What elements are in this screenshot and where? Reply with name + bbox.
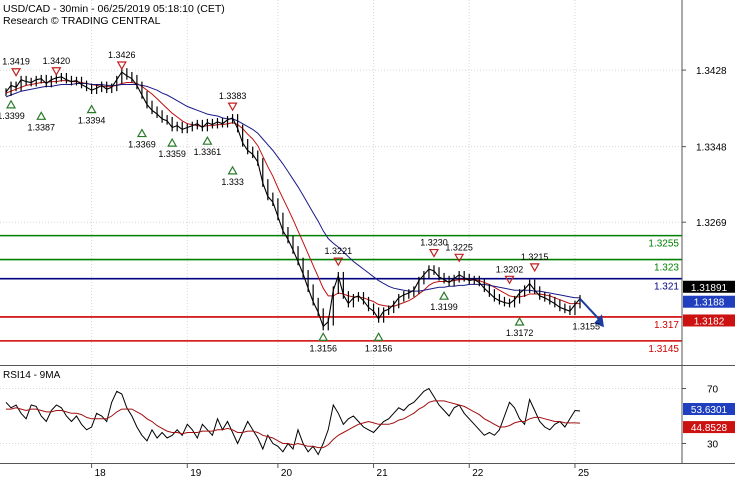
down-marker: [11, 68, 22, 77]
low-label: 1.3156: [309, 343, 337, 353]
projection-arrowhead: [594, 314, 604, 328]
up-marker: [167, 137, 178, 147]
last-price-tag-label: 1.31891: [691, 283, 728, 294]
rsi-value-tag-label: 53.6301: [691, 405, 728, 416]
projection-arrow-shaft: [579, 298, 602, 322]
rsi-value-tag-box: [683, 403, 735, 416]
rsi-series: [5, 387, 581, 456]
high-label: 1.3419: [2, 57, 30, 67]
support-resistance-levels: 1.3255 1.323 1.321 1.317 1.3145: [0, 234, 682, 355]
time-axis-label: 22: [472, 468, 484, 479]
down-marker: [333, 257, 344, 267]
high-label: 1.3230: [420, 238, 448, 248]
high-label: 1.3202: [496, 264, 524, 274]
down-marker: [428, 248, 440, 258]
price-axis-label: 1.3348: [696, 143, 727, 154]
rsi-ma-value-tag-box: [683, 421, 735, 434]
price-axis-label: 1.3269: [696, 218, 727, 229]
high-label: 1.3221: [325, 246, 353, 256]
level-label-support: 1.3145: [648, 344, 679, 355]
target-label: 1.3155: [572, 321, 600, 331]
down-marker: [116, 61, 127, 71]
low-label: 1.3369: [128, 140, 156, 150]
down-marker: [454, 253, 465, 263]
level-label-resistance: 1.3255: [648, 239, 679, 250]
rsi-panel-title: RSI14 - 9MA: [3, 370, 61, 381]
last-price-tag-box: [683, 280, 735, 293]
time-axis-label: 25: [578, 468, 590, 479]
price-line: [5, 71, 581, 328]
low-label: 1.3172: [506, 328, 534, 338]
low-label: 1.3361: [194, 147, 222, 157]
chart-header-title: USD/CAD - 30min - 06/25/2019 05:18:10 (C…: [3, 3, 225, 15]
time-axis-label: 18: [95, 468, 107, 479]
price-series: [5, 68, 581, 331]
price-grid: [0, 0, 682, 365]
up-marker: [202, 135, 213, 145]
last-value-tags: 1.31891 1.3188 1.3182 53.6301 44.8528: [683, 280, 735, 434]
low-label: 1.3199: [430, 302, 458, 312]
up-marker: [6, 99, 17, 109]
level-label-resistance: 1.323: [654, 263, 679, 274]
up-marker: [36, 111, 47, 120]
low-label: 1.3394: [78, 116, 106, 126]
level-label-support: 1.317: [654, 320, 679, 331]
rsi-axis-label: 30: [707, 440, 719, 451]
down-marker: [51, 67, 62, 76]
down-marker: [529, 263, 540, 273]
low-label: 1.3399: [0, 111, 25, 121]
up-marker: [514, 316, 525, 326]
rsi-axis-label: 70: [707, 385, 719, 396]
high-label: 1.3225: [445, 242, 473, 252]
fast-ma-tag-label: 1.3188: [694, 298, 725, 309]
up-marker: [86, 104, 97, 114]
down-marker: [504, 275, 515, 285]
down-marker: [227, 102, 238, 112]
low-label: 1.3387: [27, 122, 55, 132]
price-panel-background: [0, 0, 682, 364]
up-marker: [136, 128, 147, 138]
chart-watermark: Research © TRADING CENTRAL: [3, 15, 161, 27]
low-label: 1.333: [221, 177, 244, 187]
axes: 18 19 20 21 22 25 1.3428 1.3348 1.3269 70 30: [91, 66, 727, 479]
slow-ma-tag-label: 1.3182: [694, 316, 725, 327]
high-label: 1.3215: [521, 252, 549, 262]
rsi-ma-line: [6, 400, 581, 449]
up-marker: [439, 290, 450, 300]
time-axis-label: 19: [190, 468, 202, 479]
low-label: 1.3359: [158, 149, 186, 159]
rsi-ma-value-tag-label: 44.8528: [691, 423, 728, 434]
high-label: 1.3420: [43, 56, 71, 66]
rsi-line: [5, 387, 581, 456]
high-label: 1.3383: [219, 91, 247, 101]
high-label: 1.3426: [108, 50, 136, 60]
fast-ma-tag-box: [683, 295, 735, 308]
up-marker: [318, 332, 329, 341]
level-label-pivot: 1.321: [654, 282, 679, 293]
slow-ma-tag-box: [683, 314, 735, 327]
up-marker: [227, 165, 238, 175]
low-label: 1.3156: [365, 343, 393, 353]
price-axis-label: 1.3428: [696, 66, 727, 77]
axis-background: [682, 0, 735, 480]
time-axis-label: 20: [281, 468, 293, 479]
rsi-grid: [0, 367, 682, 463]
rsi-panel-background: [0, 367, 682, 463]
up-marker: [373, 332, 384, 341]
time-axis-label: 21: [377, 468, 389, 479]
